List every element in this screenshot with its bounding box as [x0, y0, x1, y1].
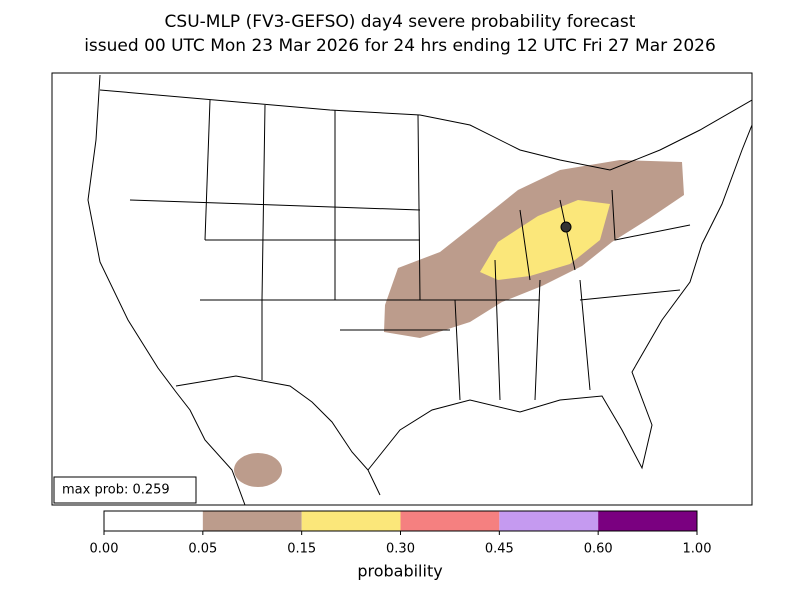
colorbar-segment: [202, 511, 302, 531]
max-prob-text: max prob: 0.259: [62, 483, 170, 498]
colorbar-tick-label: 1.00: [683, 542, 712, 557]
colorbar: 0.00 0.05 0.15 0.30 0.45 0.60 1.00: [90, 510, 712, 557]
colorbar-label: probability: [357, 562, 442, 581]
colorbar-segment: [301, 511, 401, 531]
colorbar-segment: [499, 511, 599, 531]
colorbar-segment: [598, 511, 697, 531]
max-location: [560, 221, 572, 233]
coastline: [87, 74, 752, 505]
title-line: issued 00 UTC Mon 23 Mar 2026 for 24 hrs…: [84, 36, 716, 56]
colorbar-tick-label: 0.00: [90, 542, 119, 557]
map-frame: [51, 72, 753, 506]
colorbar-segment: [400, 511, 500, 531]
colorbar-tick-label: 0.45: [485, 542, 514, 557]
title-line: CSU-MLP (FV3-GEFSO) day4 severe probabil…: [165, 12, 636, 32]
colorbar-segment: [104, 511, 203, 531]
colorbar-tick-label: 0.60: [584, 542, 613, 557]
region-mid: [480, 200, 610, 280]
colorbar-tick-label: 0.15: [287, 542, 316, 557]
region-low: [234, 453, 282, 487]
max-prob-box: [53, 476, 197, 504]
state-lines: [129, 99, 691, 401]
colorbar-tick-label: 0.30: [386, 542, 415, 557]
border: [99, 89, 752, 171]
colorbar-tick-label: 0.05: [188, 542, 217, 557]
map: max prob: 0.259: [51, 72, 753, 506]
